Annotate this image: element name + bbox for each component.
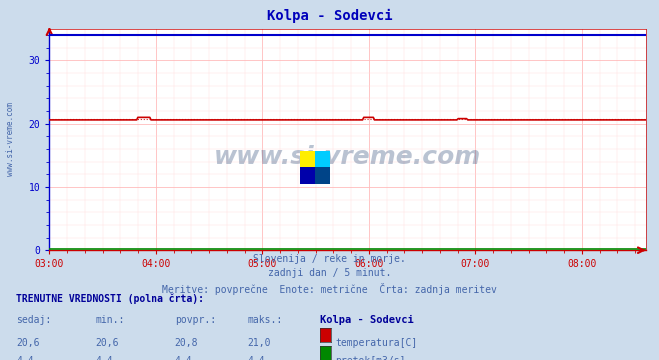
Text: min.:: min.: — [96, 315, 125, 325]
Text: 4,4: 4,4 — [16, 356, 34, 360]
Text: sedaj:: sedaj: — [16, 315, 51, 325]
Text: 4,4: 4,4 — [96, 356, 113, 360]
Text: Meritve: povprečne  Enote: metrične  Črta: zadnja meritev: Meritve: povprečne Enote: metrične Črta:… — [162, 283, 497, 294]
Bar — [315, 151, 330, 167]
Text: www.si-vreme.com: www.si-vreme.com — [6, 103, 15, 176]
Text: 21,0: 21,0 — [247, 338, 271, 348]
Text: 4,4: 4,4 — [247, 356, 265, 360]
Bar — [300, 151, 315, 167]
Text: Kolpa - Sodevci: Kolpa - Sodevci — [267, 9, 392, 23]
Text: temperatura[C]: temperatura[C] — [335, 338, 418, 348]
Bar — [315, 167, 330, 184]
Text: 4,4: 4,4 — [175, 356, 192, 360]
Text: TRENUTNE VREDNOSTI (polna črta):: TRENUTNE VREDNOSTI (polna črta): — [16, 293, 204, 304]
Text: www.si-vreme.com: www.si-vreme.com — [214, 145, 481, 169]
Bar — [300, 167, 315, 184]
Text: 20,6: 20,6 — [96, 338, 119, 348]
Text: 20,6: 20,6 — [16, 338, 40, 348]
Text: pretok[m3/s]: pretok[m3/s] — [335, 356, 406, 360]
Text: Slovenija / reke in morje.: Slovenija / reke in morje. — [253, 254, 406, 264]
Text: Kolpa - Sodevci: Kolpa - Sodevci — [320, 315, 413, 325]
Text: povpr.:: povpr.: — [175, 315, 215, 325]
Text: maks.:: maks.: — [247, 315, 282, 325]
Text: 20,8: 20,8 — [175, 338, 198, 348]
Text: zadnji dan / 5 minut.: zadnji dan / 5 minut. — [268, 268, 391, 278]
